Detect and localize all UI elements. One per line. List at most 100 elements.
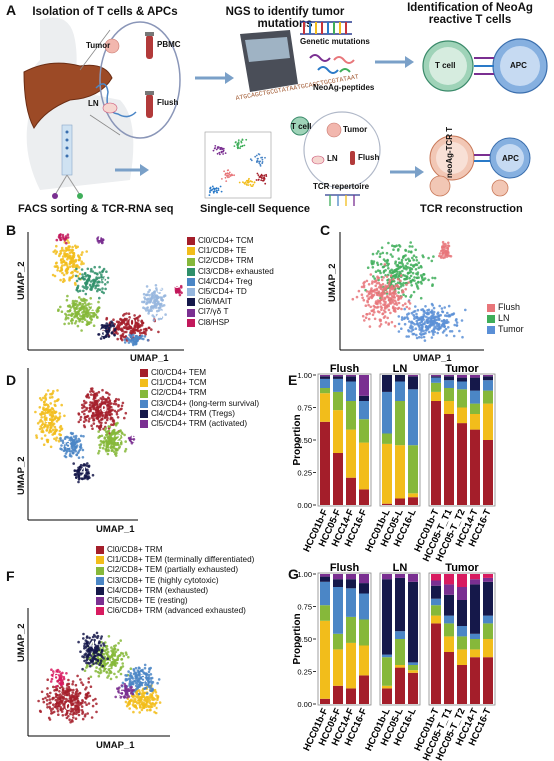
umap-point [455, 321, 459, 324]
umap-point [423, 339, 427, 342]
umap-point [136, 336, 140, 340]
tsne-point [260, 176, 263, 179]
umap-point [157, 309, 161, 312]
bar-segment [359, 593, 369, 620]
cell-label-tcell: T cell [435, 61, 456, 70]
tsne-point [224, 152, 227, 155]
bar-segment [470, 639, 480, 650]
bar-segment [359, 442, 369, 490]
tsne-point [249, 158, 252, 161]
umap-point [81, 314, 85, 318]
umap-point [414, 248, 418, 252]
umap-point [64, 261, 68, 265]
bar-segment [408, 493, 418, 498]
tsne-point [245, 138, 248, 141]
umap-point [437, 316, 440, 320]
panel-a-illustration: ATGCAGCTGCGTATAATGCAGCTGCGTATAAT [23, 17, 548, 206]
umap-point [73, 281, 77, 285]
umap-point [405, 335, 409, 338]
umap-point [92, 324, 96, 328]
panel-a-letter: A [6, 2, 17, 18]
umap-point [82, 262, 85, 265]
bar-segment [320, 574, 330, 577]
cluster-label: 7 [97, 231, 103, 243]
umap-point [395, 244, 398, 247]
umap-point [146, 306, 149, 309]
umap-point [77, 254, 80, 257]
umap-point [78, 308, 82, 312]
umap-point [370, 282, 374, 285]
bar-segment [483, 380, 493, 391]
tsne-point [218, 151, 221, 154]
umap-point [397, 330, 401, 333]
tsne-point [245, 179, 248, 182]
umap-point [66, 294, 69, 298]
umap-point [91, 309, 94, 313]
panel-b-letter: B [6, 222, 17, 238]
bar-segment [470, 584, 480, 634]
umap-point [133, 337, 137, 340]
umap-point [89, 316, 92, 320]
umap-point [137, 319, 140, 322]
tsne-point [257, 174, 260, 177]
umap-point [421, 254, 425, 257]
cluster-label: 0 [129, 317, 135, 329]
umap-point [86, 303, 90, 306]
umap-point [78, 301, 81, 305]
umap-point [140, 324, 144, 327]
bar-segment [444, 401, 454, 414]
panel-a-title-neoag: Identification of NeoAg reactive T cells [407, 2, 533, 26]
tsne-point [237, 141, 240, 144]
umap-point [395, 264, 399, 267]
umap-point [374, 284, 378, 288]
umap-point [99, 276, 103, 279]
umap-point [91, 279, 94, 282]
umap-point [60, 267, 63, 270]
cluster-label: 4 [157, 309, 164, 321]
umap-point [117, 328, 120, 331]
umap-point [71, 259, 74, 263]
tsne-point [219, 148, 222, 151]
tsne-point [231, 174, 234, 177]
umap-point [142, 328, 146, 331]
umap-point [429, 323, 433, 326]
bar-segment [483, 581, 493, 616]
umap-point [62, 273, 66, 277]
tsne-point [251, 180, 254, 183]
umap-point [419, 280, 423, 284]
umap-point [403, 307, 407, 311]
bar-segment [483, 574, 493, 578]
umap-point [62, 260, 66, 264]
group-title: LN [393, 363, 408, 375]
bar-segment [444, 615, 454, 624]
umap-point [100, 324, 104, 327]
umap-point [391, 255, 394, 258]
flush-small-tube [350, 151, 355, 165]
label-ln-b: LN [327, 154, 338, 163]
bar-segment [470, 574, 480, 580]
tsne-point [260, 173, 263, 176]
umap-point [88, 283, 92, 287]
umap-point [74, 302, 78, 306]
umap-point [418, 335, 421, 339]
umap-point [116, 324, 119, 328]
umap-point [89, 321, 93, 324]
umap-point [402, 281, 405, 285]
tsne-point [237, 143, 240, 145]
tsne-point [237, 139, 240, 142]
umap-point [104, 287, 107, 291]
umap-point [59, 278, 62, 282]
bar-segment [382, 443, 392, 504]
umap-point [153, 295, 157, 299]
dna-icon [300, 21, 352, 35]
bar-segment [408, 389, 418, 446]
tsne-point [251, 185, 254, 188]
umap-point [80, 276, 84, 280]
umap-point [63, 253, 66, 256]
umap-point [420, 320, 424, 324]
umap-point [364, 304, 368, 308]
umap-point [97, 300, 100, 304]
umap-point [143, 296, 146, 299]
umap-point [78, 272, 82, 276]
umap-point [90, 267, 93, 271]
